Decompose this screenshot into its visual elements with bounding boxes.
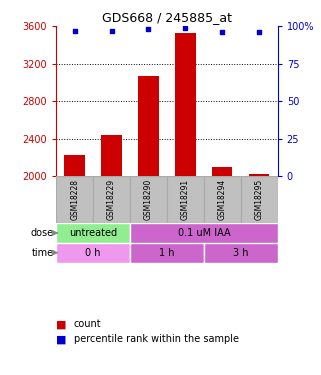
Bar (101, 135, 122, 176)
Text: 1 h: 1 h (159, 248, 175, 258)
Point (183, 25, 188, 31)
Point (72, 28, 77, 34)
Text: time: time (32, 248, 54, 258)
Text: GSM18294: GSM18294 (218, 179, 227, 220)
Text: ■: ■ (56, 320, 67, 329)
Point (146, 26, 151, 32)
Text: dose: dose (31, 228, 54, 238)
Bar (175, 33, 195, 176)
Title: GDS668 / 245885_at: GDS668 / 245885_at (102, 11, 232, 24)
Text: untreated: untreated (69, 228, 117, 238)
Text: ■: ■ (56, 334, 67, 344)
Bar (56, 176, 93, 223)
Bar (56, 223, 130, 243)
Bar (138, 76, 159, 176)
Point (256, 29, 262, 35)
Bar (65, 155, 85, 176)
Text: GSM18295: GSM18295 (255, 179, 264, 220)
Text: GSM18290: GSM18290 (144, 179, 153, 220)
Bar (241, 176, 278, 223)
Point (109, 28, 114, 34)
Bar (56, 243, 130, 262)
Bar (130, 223, 278, 243)
Bar (204, 176, 241, 223)
Bar (93, 176, 130, 223)
Bar (204, 243, 278, 262)
Text: GSM18229: GSM18229 (107, 179, 116, 220)
Text: percentile rank within the sample: percentile rank within the sample (74, 334, 239, 344)
Bar (130, 243, 204, 262)
Text: count: count (74, 320, 101, 329)
Point (220, 29, 225, 35)
Bar (167, 176, 204, 223)
Text: 0.1 uM IAA: 0.1 uM IAA (178, 228, 230, 238)
Text: 0 h: 0 h (85, 248, 101, 258)
Bar (130, 176, 167, 223)
Text: GSM18228: GSM18228 (70, 179, 79, 220)
Bar (249, 174, 269, 176)
Bar (212, 167, 232, 176)
Text: GSM18291: GSM18291 (181, 179, 190, 220)
Text: 3 h: 3 h (233, 248, 248, 258)
